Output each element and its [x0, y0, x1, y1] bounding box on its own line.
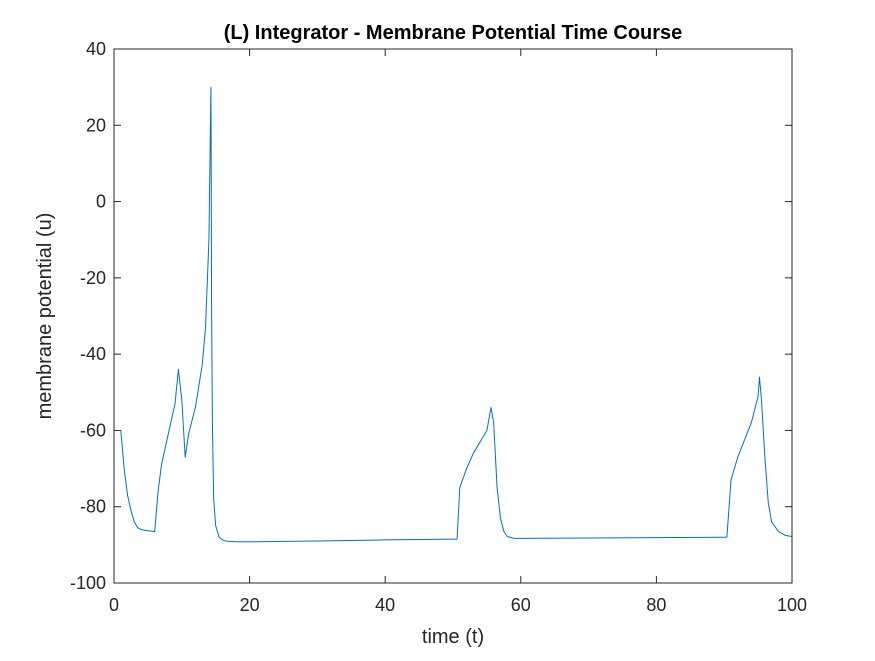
x-tick-label-2: 40: [375, 595, 395, 615]
x-tick-label-0: 0: [109, 595, 119, 615]
y-axis: -100 -80 -60 -40 -20 0 20 40: [70, 39, 792, 593]
y-tick-label-7: 40: [86, 39, 106, 59]
x-tick-label-3: 60: [511, 595, 531, 615]
x-tick-label-1: 20: [240, 595, 260, 615]
plot-frame: [113, 48, 793, 584]
y-tick-label-5: 0: [96, 192, 106, 212]
x-axis: 0 20 40 60 80 100: [109, 49, 807, 615]
x-tick-label-5: 100: [777, 595, 807, 615]
y-tick-label-1: -80: [80, 497, 106, 517]
series-line-0: [120, 86, 793, 543]
plot-area: [114, 49, 792, 583]
x-axis-label: time (t): [422, 626, 484, 648]
y-axis-label: membrane potential (u): [34, 213, 56, 420]
y-tick-label-0: -100: [70, 573, 106, 593]
y-tick-label-2: -60: [80, 420, 106, 440]
data-layer: [120, 86, 793, 543]
chart-title: (L) Integrator - Membrane Potential Time…: [224, 22, 683, 44]
y-tick-label-6: 20: [86, 115, 106, 135]
x-tick-label-4: 80: [646, 595, 666, 615]
y-tick-label-3: -40: [80, 344, 106, 364]
y-tick-label-4: -20: [80, 268, 106, 288]
